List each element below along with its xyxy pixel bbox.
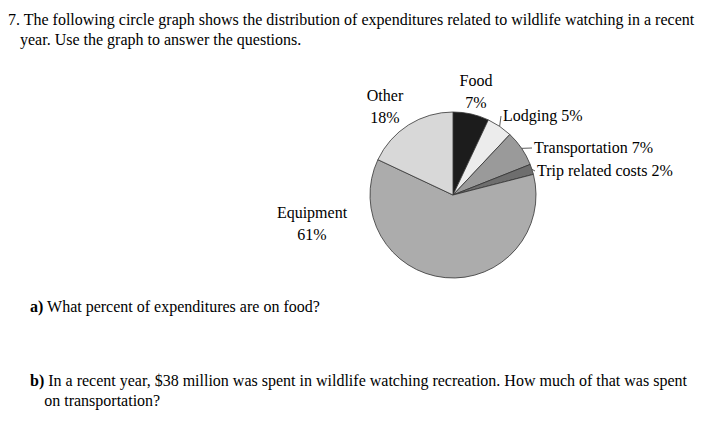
- slice-category: Equipment: [277, 204, 348, 222]
- slice-category: Trip related costs: [537, 162, 652, 180]
- slice-label: Other 18%: [367, 87, 404, 126]
- annotation: b) In a recent year, $38 million was spe…: [30, 372, 688, 410]
- annotation: a) What percent of expenditures are on f…: [30, 298, 320, 316]
- slice-value: 5%: [561, 107, 582, 124]
- annotation-line: In a recent year, $38 million was spent …: [44, 372, 687, 390]
- slice-label: Food 7%: [460, 72, 493, 111]
- annotation-marker: a): [30, 298, 43, 316]
- annotation-line: on transportation?: [44, 392, 160, 410]
- slice-category: Transportation: [534, 139, 632, 157]
- title: 7. The following circle graph shows the …: [8, 11, 695, 49]
- slice-value: 2%: [652, 162, 673, 179]
- slice-value: 61%: [297, 226, 326, 243]
- leader-line: [500, 116, 501, 126]
- slice-value: 18%: [370, 109, 399, 126]
- slice-label: Transportation 7%: [534, 139, 653, 157]
- slice-label: Trip related costs 2%: [537, 162, 673, 180]
- pie: [370, 112, 536, 278]
- leader-line: [522, 148, 532, 149]
- title-line: year. Use the graph to answer the questi…: [20, 31, 301, 49]
- slice-value: 7%: [632, 139, 653, 156]
- annotation-marker: b): [30, 372, 44, 390]
- slice-category: Food: [460, 72, 493, 89]
- slice-value: 7%: [465, 94, 486, 111]
- title-line: 7. The following circle graph shows the …: [8, 11, 695, 29]
- page: 7. The following circle graph shows the …: [0, 0, 717, 435]
- slice-category: Lodging: [503, 107, 561, 125]
- slice-label: Equipment 61%: [277, 204, 348, 243]
- leader-line: [532, 169, 535, 171]
- slice-category: Other: [367, 87, 404, 104]
- slice-label: Lodging 5%: [503, 107, 583, 125]
- annotation-line: What percent of expenditures are on food…: [43, 298, 319, 316]
